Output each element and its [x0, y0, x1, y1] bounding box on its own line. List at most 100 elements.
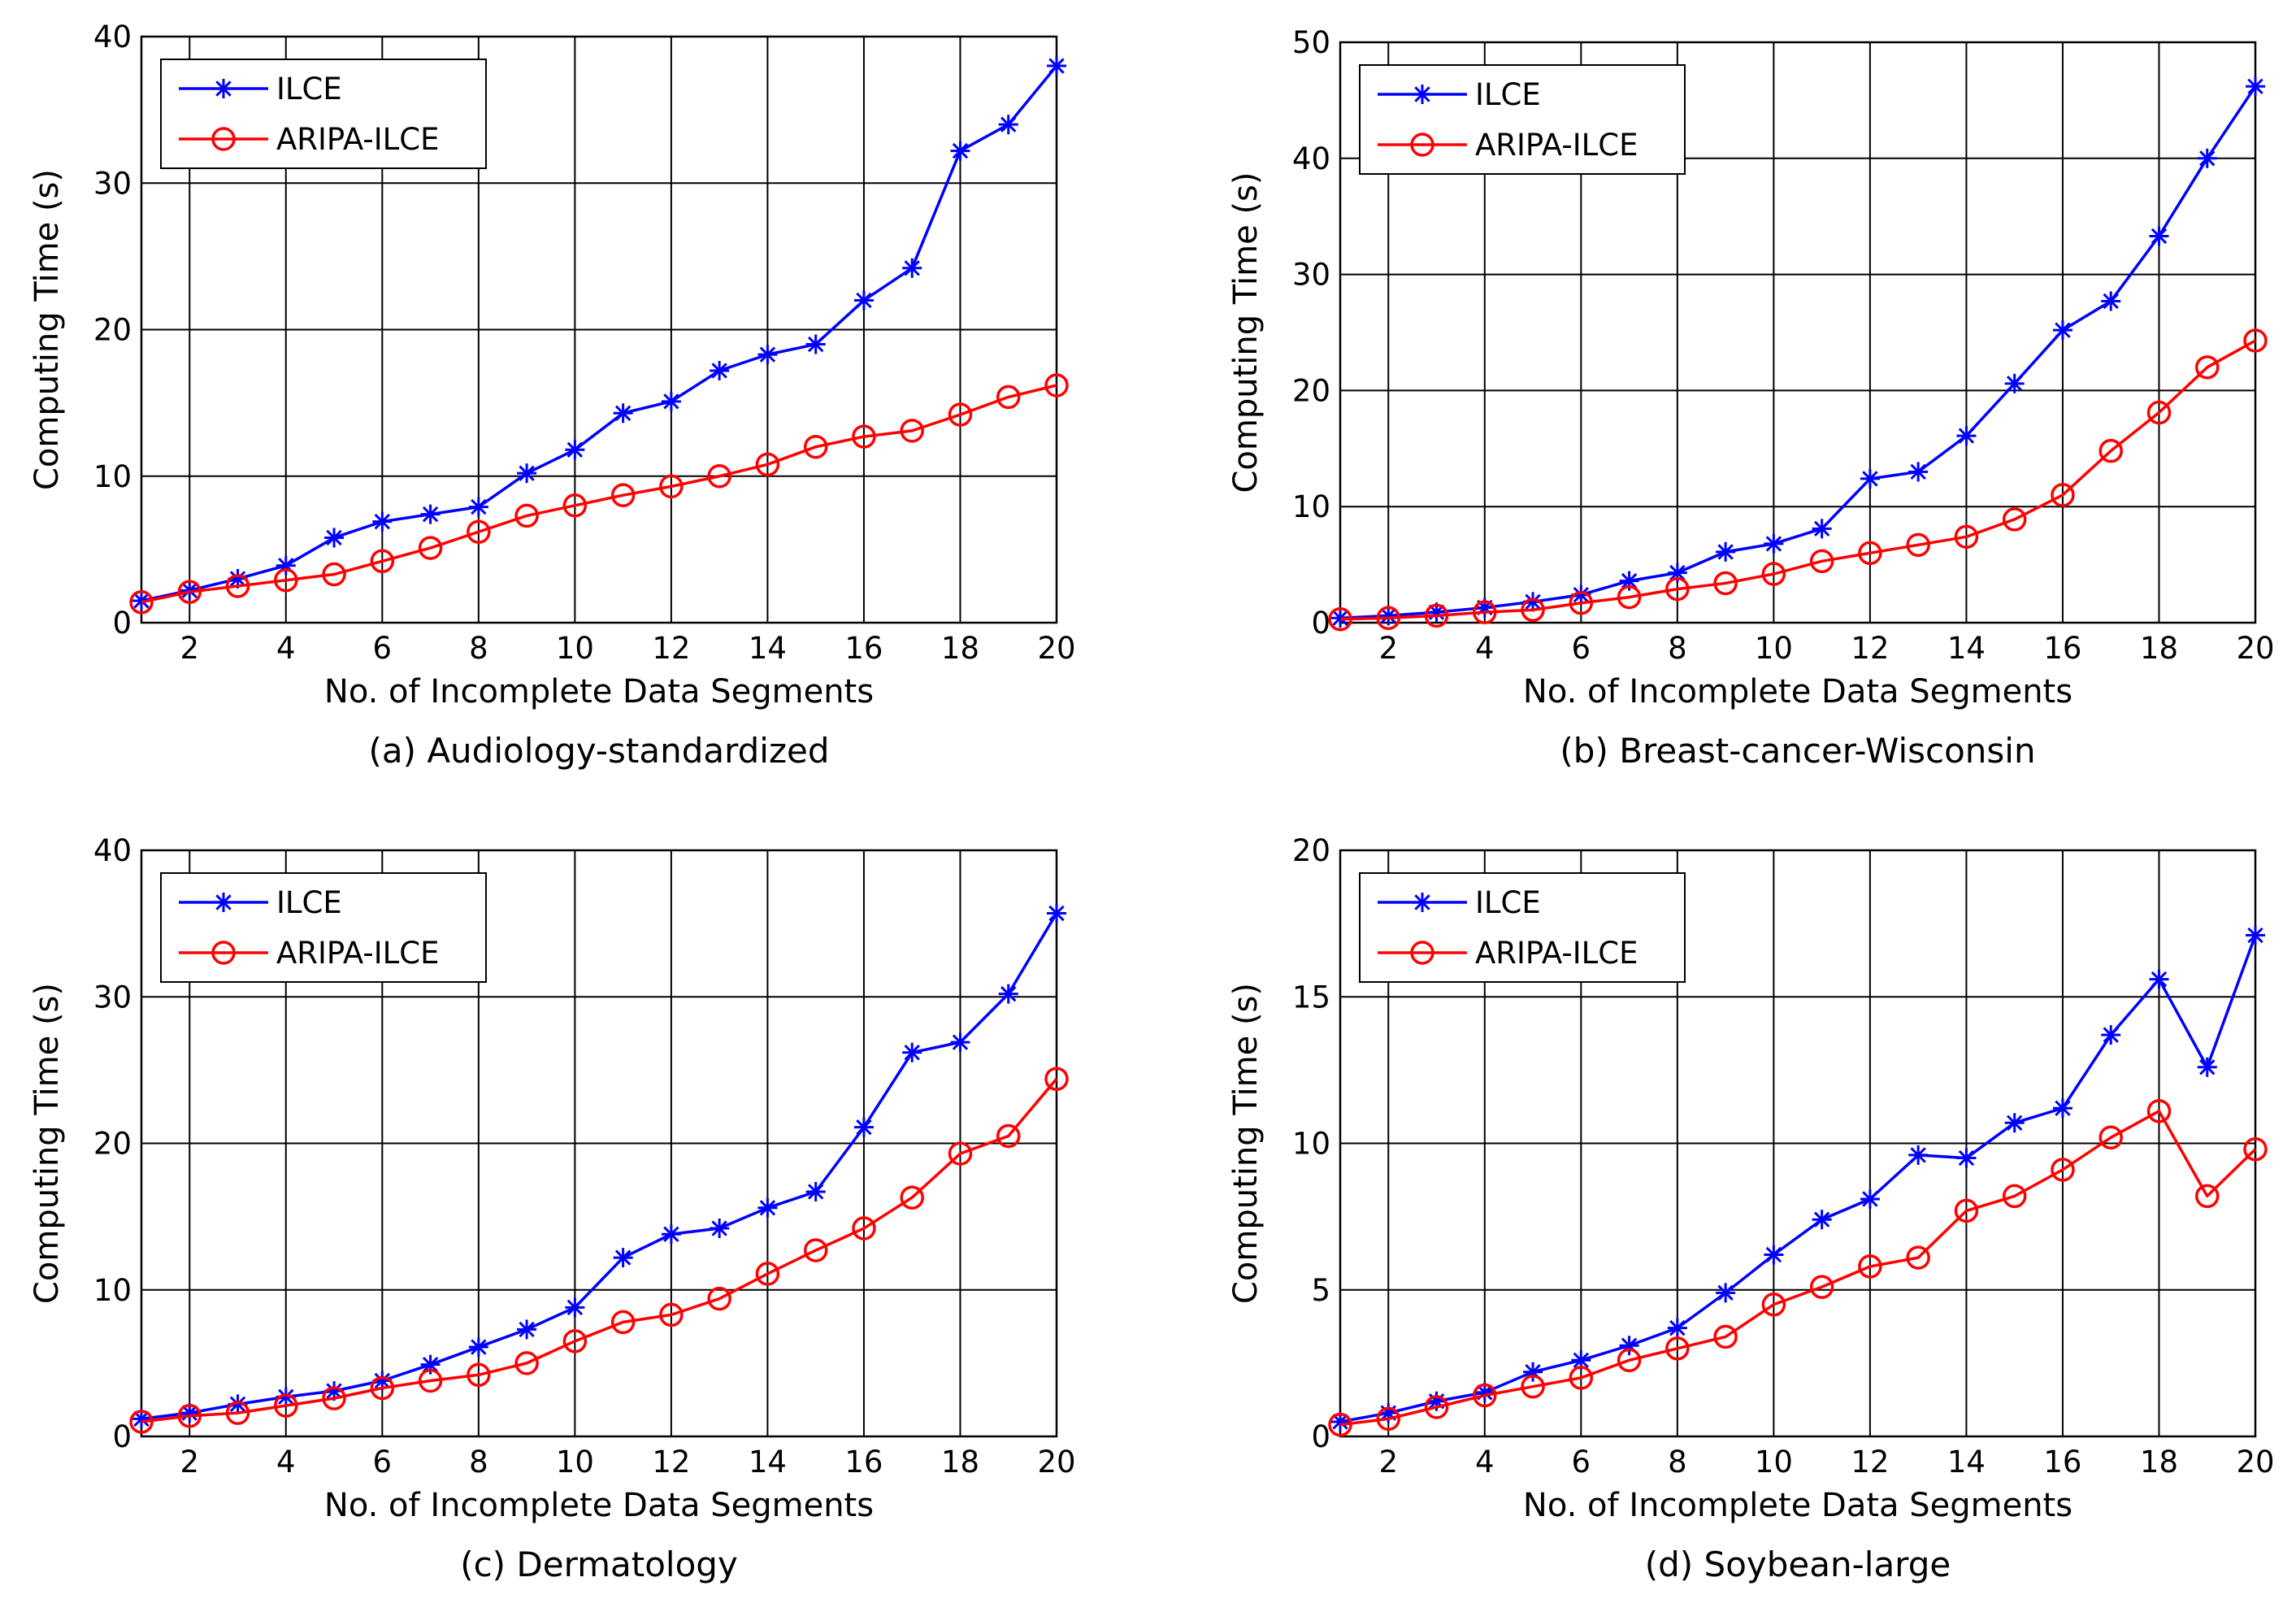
data-point	[2099, 1125, 2123, 1150]
y-tick-label: 5	[1311, 1273, 1330, 1308]
legend-label: ILCE	[276, 885, 342, 920]
series-aripa-ilce	[1328, 328, 2268, 632]
y-tick-label: 20	[93, 313, 132, 348]
series-aripa-ilce	[1328, 1099, 2268, 1437]
y-tick-label: 20	[1292, 373, 1330, 408]
y-tick-label: 30	[93, 980, 132, 1015]
data-point	[274, 1393, 298, 1418]
data-point	[613, 403, 633, 424]
x-tick-label: 16	[844, 631, 883, 666]
data-point	[2052, 1098, 2072, 1119]
panel-caption: (b) Breast-cancer-Wisconsin	[1560, 731, 2035, 771]
series-aripa-ilce	[129, 373, 1069, 615]
legend-label: ARIPA-ILCE	[276, 122, 439, 157]
legend-marker	[1410, 133, 1434, 157]
data-point	[562, 493, 588, 518]
data-point	[2004, 373, 2025, 393]
data-point	[1906, 1245, 1930, 1270]
legend-item: ILCE	[1378, 885, 1541, 920]
x-tick-label: 12	[1851, 1445, 1889, 1479]
data-point	[1376, 606, 1401, 631]
legend-item: ILCE	[1378, 77, 1541, 112]
data-point	[1812, 519, 1832, 539]
x-tick-label: 4	[1475, 1445, 1495, 1479]
data-point	[998, 115, 1018, 135]
x-tick-label: 10	[556, 1445, 594, 1479]
y-tick-label: 40	[93, 20, 132, 54]
data-point	[2149, 969, 2169, 989]
y-tick-label: 30	[1292, 258, 1330, 293]
data-point	[2101, 291, 2121, 311]
x-tick-label: 2	[180, 1445, 199, 1479]
legend: ILCE ARIPA-ILCE	[1359, 64, 1686, 175]
data-point	[1521, 1374, 1545, 1399]
x-tick-label: 12	[1851, 631, 1889, 666]
data-point	[2099, 438, 2123, 463]
x-axis-label: No. of Incomplete Data Segments	[1523, 673, 2072, 710]
data-point	[803, 434, 828, 459]
chart-panel-2: 2 4 6 8 10 12 14 16 18 20 0 10 20 30 40 50 No. of Incomp…	[1227, 25, 2275, 771]
data-point	[1809, 1275, 1834, 1299]
data-point	[1954, 1198, 1979, 1223]
data-point	[950, 1032, 970, 1053]
legend-marker	[211, 941, 236, 965]
data-point	[1761, 1293, 1786, 1317]
data-point	[1044, 373, 1069, 398]
data-point	[1908, 1145, 1929, 1165]
series-line	[141, 384, 1057, 604]
legend-box	[1359, 872, 1686, 983]
legend-marker	[1413, 85, 1432, 104]
data-point	[1713, 571, 1738, 596]
data-point	[1667, 1318, 1687, 1338]
legend: ILCE ARIPA-ILCE	[1359, 872, 1686, 983]
legend-item: ARIPA-ILCE	[179, 936, 439, 971]
data-point	[900, 419, 924, 443]
data-point	[225, 574, 250, 598]
data-point	[324, 528, 345, 548]
series-ilce	[132, 903, 1066, 1429]
chart-panel-4: 2 4 6 8 10 12 14 16 18 20 0 5 10 15 20 No. of Incomplet…	[1227, 833, 2275, 1584]
data-point	[996, 1123, 1021, 1149]
data-point	[710, 360, 730, 380]
plot-frame	[140, 35, 1058, 624]
x-tick-label: 8	[469, 631, 488, 666]
legend-marker	[214, 893, 233, 912]
data-point	[2146, 1099, 2172, 1123]
data-point	[514, 503, 539, 528]
data-point	[1858, 541, 1882, 566]
data-point	[1860, 1188, 1880, 1209]
y-axis-label: Computing Time (s)	[1227, 172, 1265, 493]
x-tick-label: 10	[1755, 1445, 1793, 1479]
y-axis-label: Computing Time (s)	[28, 983, 66, 1304]
data-point	[1569, 1366, 1594, 1390]
y-tick-label: 20	[1292, 833, 1330, 868]
data-point	[1860, 468, 1880, 489]
x-tick-label: 10	[556, 631, 594, 666]
data-point	[1424, 1395, 1449, 1419]
data-point	[1376, 1406, 1401, 1432]
x-tick-label: 6	[1572, 1445, 1591, 1479]
data-point	[517, 463, 537, 484]
legend-label: ILCE	[276, 72, 342, 106]
y-tick-label: 20	[93, 1127, 132, 1162]
data-point	[707, 1286, 731, 1311]
x-tick-label: 4	[276, 1445, 296, 1479]
data-point	[1378, 606, 1399, 626]
data-point	[900, 1185, 924, 1210]
data-point	[948, 1141, 973, 1166]
data-point	[565, 440, 585, 460]
y-tick-label: 40	[1292, 141, 1330, 176]
data-point	[613, 1248, 633, 1268]
data-point	[1424, 603, 1449, 628]
data-point	[1809, 549, 1834, 574]
x-tick-label: 8	[1668, 1445, 1687, 1479]
series-aripa-ilce	[129, 1067, 1069, 1434]
data-point	[707, 464, 731, 489]
data-point	[562, 1329, 588, 1353]
x-tick-label: 20	[1037, 631, 1075, 666]
x-tick-label: 14	[749, 1445, 787, 1479]
x-tick-label: 2	[1378, 1445, 1398, 1479]
y-axis-label: Computing Time (s)	[1227, 983, 1265, 1304]
legend: ILCE ARIPA-ILCE	[160, 59, 487, 169]
y-tick-label: 10	[93, 459, 132, 494]
